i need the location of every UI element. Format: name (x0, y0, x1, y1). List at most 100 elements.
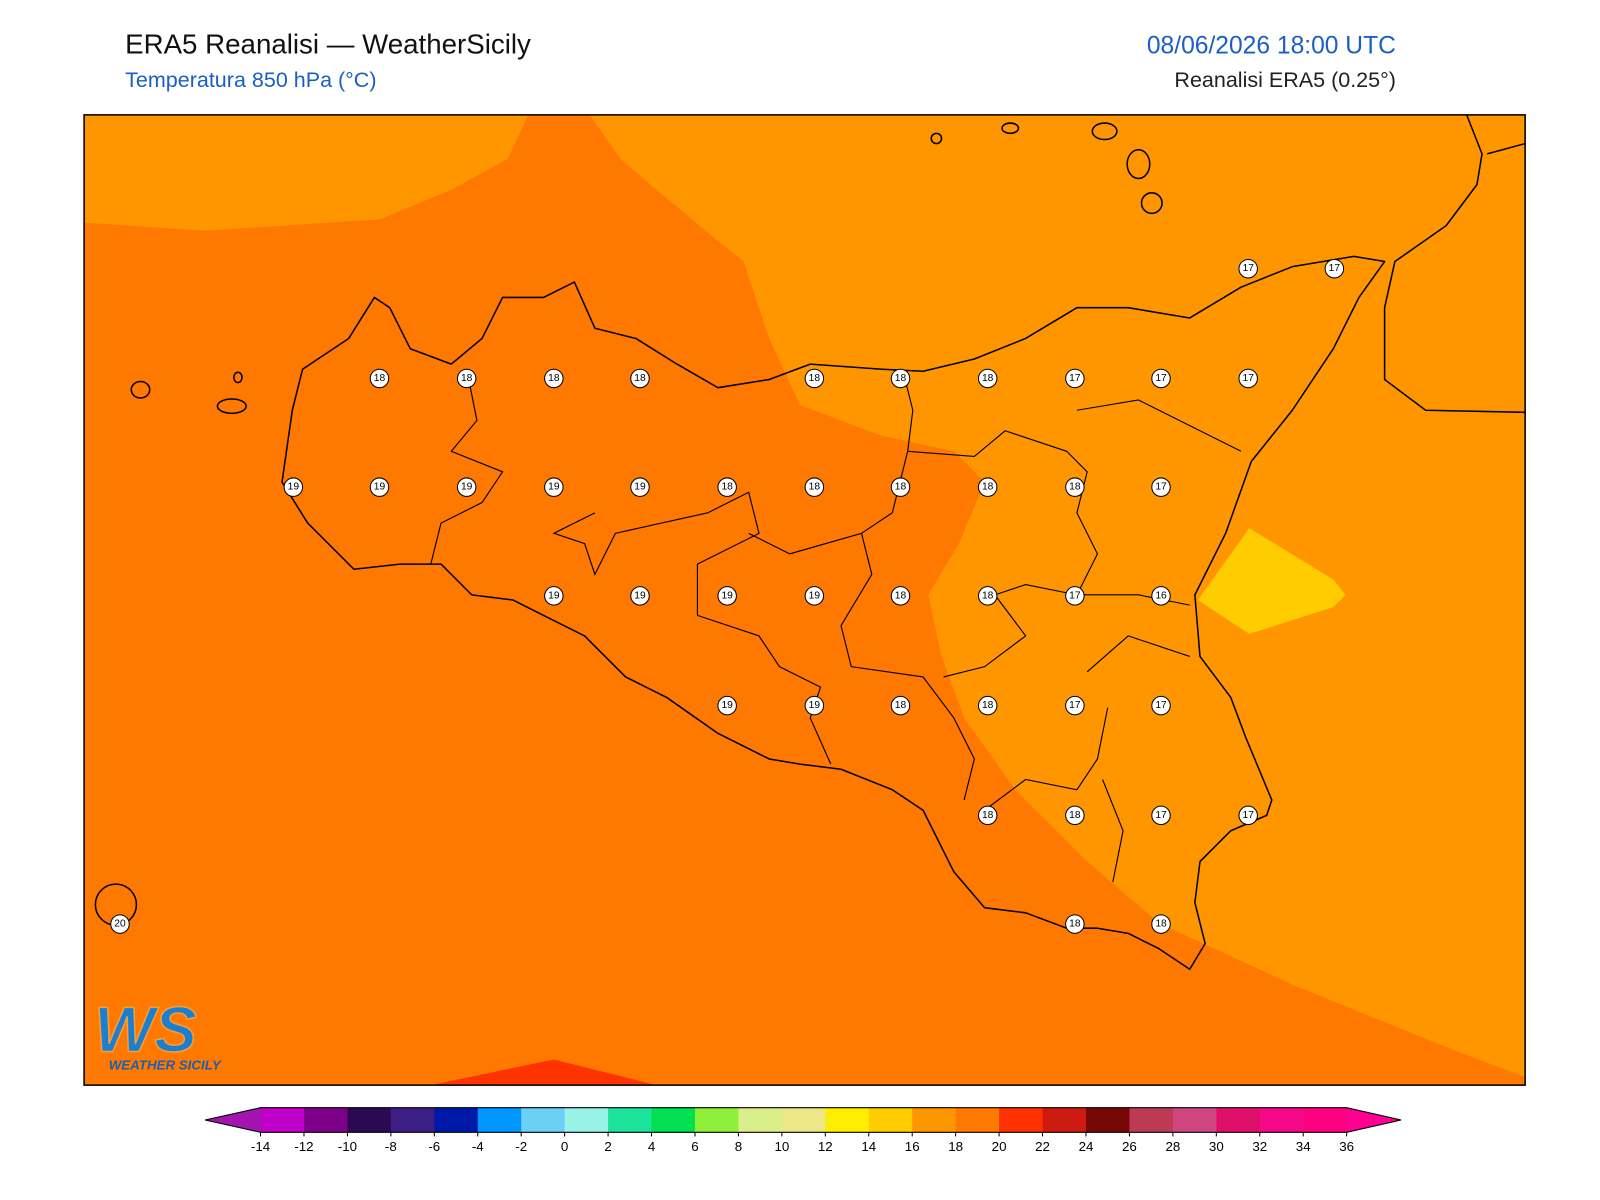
station-value: 18 (461, 373, 473, 384)
colorbar-bin (955, 1107, 1000, 1133)
station-marker (1151, 805, 1171, 826)
station-value: 18 (982, 482, 994, 493)
station-marker (630, 477, 650, 497)
station-value: 17 (1069, 373, 1081, 384)
colorbar-bin (1303, 1107, 1348, 1133)
station: 17 (1238, 368, 1258, 389)
station-marker (110, 914, 130, 934)
station-marker (544, 477, 564, 497)
station-marker (890, 586, 911, 606)
station-value: 16 (1155, 590, 1167, 601)
colorbar-bin (1216, 1107, 1261, 1133)
field-16-18 (84, 114, 529, 231)
colorbar-tick-label: 12 (818, 1139, 833, 1154)
colorbar-bin (651, 1107, 696, 1133)
station-value: 18 (895, 482, 907, 493)
coastline (281, 255, 1386, 970)
colorbar-bin (1085, 1107, 1130, 1133)
calabria-coast (1383, 114, 1526, 414)
station-marker (977, 586, 998, 606)
station: 18 (369, 368, 390, 389)
source: Reanalisi ERA5 (0.25°) (1174, 68, 1395, 92)
station-marker (1151, 477, 1171, 497)
station-marker (977, 695, 998, 716)
station-value: 18 (1069, 482, 1081, 493)
station-marker (1151, 586, 1171, 606)
station-marker (544, 368, 564, 389)
colorbar-tick-label: 6 (691, 1139, 698, 1154)
station: 18 (977, 368, 998, 389)
datetime: 08/06/2026 18:00 UTC (1147, 32, 1396, 59)
colorbar-bin (738, 1107, 783, 1133)
station-marker (630, 368, 650, 389)
station-marker (369, 368, 390, 389)
colorbar-tick-label: 20 (992, 1139, 1007, 1154)
colorbar-bin (1259, 1107, 1304, 1133)
station-value: 17 (1329, 263, 1341, 274)
colorbar: -14 -12 -10 -8 -6 -4 -2 0 2 4 6 8 10 12 14 16 18 20 22 24 26… (205, 1107, 1402, 1154)
station-value: 19 (809, 700, 821, 711)
field-14-16 (1197, 528, 1346, 634)
colorbar-bin (434, 1107, 479, 1133)
colorbar-tick-label: 8 (735, 1139, 742, 1154)
colorbar-bin (477, 1107, 522, 1133)
colorbar-tick-label: 14 (861, 1139, 876, 1154)
station-marker (456, 368, 477, 389)
station-marker (1151, 914, 1171, 934)
station-value: 19 (548, 590, 560, 601)
station-marker (890, 368, 911, 389)
colorbar-tick-label: 34 (1296, 1139, 1311, 1154)
colorbar-bin (347, 1107, 392, 1133)
station-marker (1238, 258, 1258, 279)
station-marker (804, 477, 825, 497)
station-value: 18 (982, 810, 994, 821)
station: 18 (977, 477, 998, 497)
province-border (430, 369, 1242, 883)
station-marker (717, 477, 737, 497)
station-value: 19 (288, 482, 300, 493)
station: 18 (890, 586, 911, 606)
colorbar-bin (1129, 1107, 1174, 1133)
station-value: 18 (895, 590, 907, 601)
station-value: 18 (809, 373, 821, 384)
station: 17 (1151, 695, 1171, 716)
stations: 17 17 18 18 18 18 18 18 18 17 17 17 19 19 19 19 19 18 18 18… (110, 258, 1345, 934)
colorbar-arrow (205, 1107, 261, 1133)
station-value: 18 (548, 373, 560, 384)
colorbar-tick-label: -14 (251, 1139, 271, 1154)
station-value: 19 (721, 590, 733, 601)
station: 18 (977, 586, 998, 606)
station-value: 17 (1069, 700, 1081, 711)
station-marker (717, 695, 737, 716)
station-value: 18 (982, 590, 994, 601)
station-marker (977, 477, 998, 497)
station: 18 (456, 368, 477, 389)
station-value: 20 (114, 919, 126, 930)
station-marker (890, 477, 911, 497)
station-marker (890, 695, 911, 716)
colorbar-tick-label: 4 (648, 1139, 656, 1154)
station: 18 (544, 368, 564, 389)
station: 17 (1151, 368, 1171, 389)
colorbar-tick-label: 2 (604, 1139, 611, 1154)
station-marker (1151, 368, 1171, 389)
station: 17 (1065, 586, 1085, 606)
colorbar-bin (564, 1107, 609, 1133)
subtitle: Temperatura 850 hPa (°C) (125, 68, 376, 92)
colorbar-tick-label: -8 (385, 1139, 397, 1154)
colorbar-tick-label: 22 (1035, 1139, 1050, 1154)
station-marker (1151, 695, 1171, 716)
station-value: 17 (1155, 700, 1167, 711)
station: 19 (717, 695, 737, 716)
station: 17 (1238, 805, 1258, 826)
colorbar-bin (868, 1107, 913, 1133)
colorbar-tick-label: 30 (1209, 1139, 1224, 1154)
station: 18 (977, 805, 998, 826)
station-marker (1065, 805, 1085, 826)
colorbar-tick-label: 16 (905, 1139, 920, 1154)
station-marker (1065, 914, 1085, 934)
station: 16 (1151, 586, 1171, 606)
station: 19 (630, 586, 650, 606)
colorbar-bin (825, 1107, 870, 1133)
colorbar-tick-label: -4 (472, 1139, 484, 1154)
